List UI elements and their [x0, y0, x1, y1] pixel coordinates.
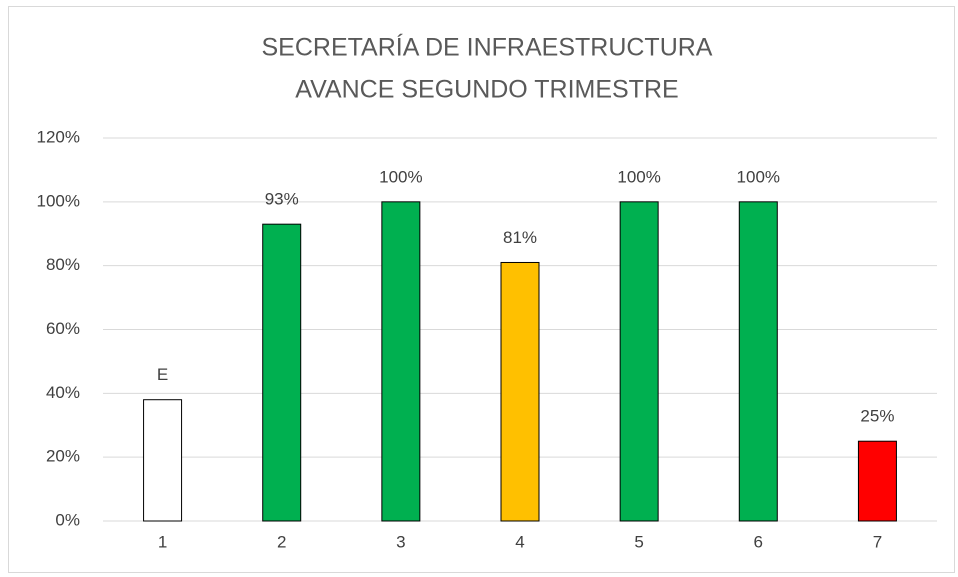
bar	[619, 201, 659, 522]
data-label: 81%	[503, 228, 537, 247]
x-tick-label: 7	[873, 532, 882, 551]
x-tick-label: 6	[754, 532, 763, 551]
x-tick-label: 1	[158, 532, 167, 551]
bar	[262, 223, 302, 522]
data-label: E	[157, 365, 168, 384]
chart-title: SECRETARÍA DE INFRAESTRUCTURA	[262, 33, 713, 62]
data-label: 93%	[265, 190, 299, 209]
y-tick-label: 120%	[37, 127, 80, 146]
y-tick-label: 80%	[46, 255, 80, 274]
y-tick-label: 40%	[46, 383, 80, 402]
data-label: 25%	[860, 407, 894, 426]
bar	[738, 201, 778, 522]
data-label: 100%	[379, 167, 422, 186]
x-tick-label: 3	[396, 532, 405, 551]
data-label: 100%	[617, 167, 660, 186]
bar	[857, 440, 897, 522]
x-tick-label: 4	[515, 532, 524, 551]
data-label: 100%	[737, 167, 780, 186]
bar	[143, 399, 183, 522]
bar	[381, 201, 421, 522]
bar	[500, 261, 540, 522]
y-tick-label: 60%	[46, 319, 80, 338]
y-tick-label: 0%	[55, 510, 80, 529]
chart-title: AVANCE SEGUNDO TRIMESTRE	[295, 76, 678, 104]
x-tick-label: 2	[277, 532, 286, 551]
y-tick-label: 100%	[37, 191, 80, 210]
x-tick-label: 5	[634, 532, 643, 551]
y-tick-label: 20%	[46, 447, 80, 466]
